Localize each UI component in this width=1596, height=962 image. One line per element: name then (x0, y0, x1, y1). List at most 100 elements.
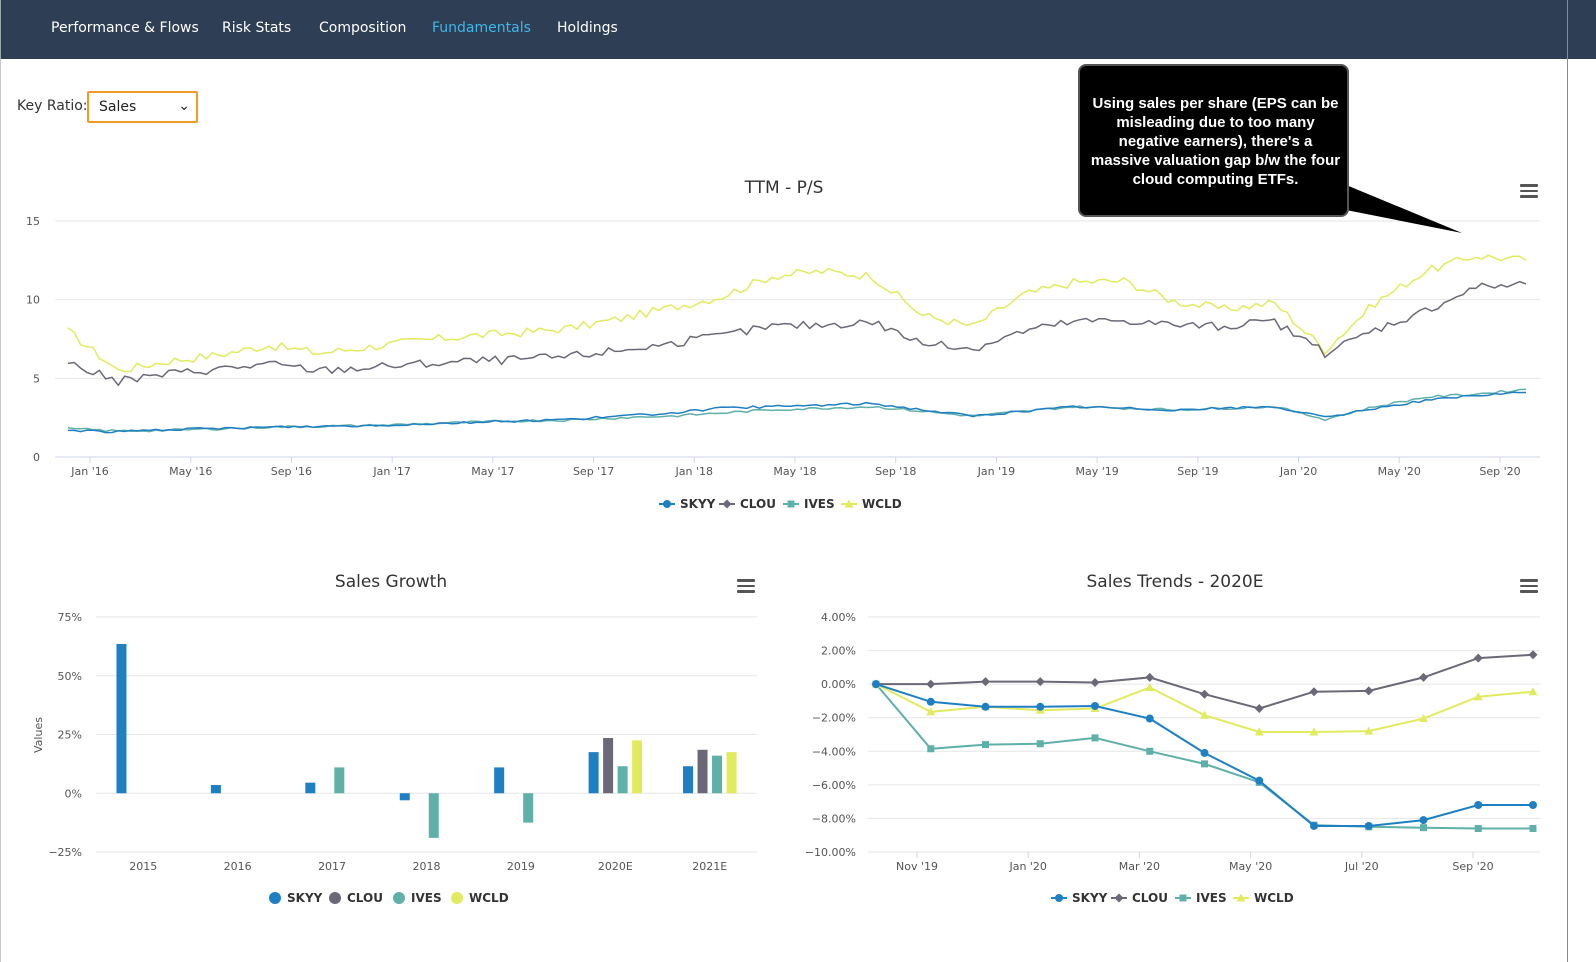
point-ives (1091, 734, 1099, 742)
callout-text: Using sales per share (EPS can be mislea… (1090, 95, 1341, 188)
y-tick-label: −10.00% (805, 846, 856, 859)
bar-skyy (210, 785, 221, 794)
point-ives (1036, 740, 1044, 748)
chevron-down-icon: ⌄ (178, 97, 190, 113)
nav-holdings[interactable]: Holdings (557, 20, 618, 36)
chart-title-sales-trends: Sales Trends - 2020E (1086, 572, 1264, 592)
x-tick-label: Jul '20 (1344, 860, 1379, 873)
y-tick-label: 4.00% (821, 611, 856, 624)
point-skyy (1200, 748, 1209, 757)
x-tick-label: Sep '16 (271, 465, 312, 478)
chart-menu-icon[interactable] (737, 579, 755, 593)
series-line-clou (67, 280, 1527, 387)
chart-menu-icon[interactable] (1520, 579, 1538, 593)
x-tick-label: May '16 (169, 465, 212, 478)
x-tick-label: May '19 (1076, 465, 1119, 478)
chart-menu-icon[interactable] (1520, 184, 1538, 198)
x-tick-label: Sep '19 (1177, 465, 1218, 478)
point-wcld (1364, 726, 1374, 735)
bar-ives (523, 793, 534, 823)
point-clou (1090, 677, 1100, 687)
point-skyy (1145, 714, 1154, 723)
x-tick-label: May '20 (1229, 860, 1272, 873)
point-ives (1146, 747, 1154, 755)
legend-label-skyy: SKYY (1072, 891, 1108, 905)
series-line-skyy (68, 391, 1527, 434)
point-skyy (1255, 776, 1264, 785)
point-skyy (872, 680, 880, 689)
point-clou (1145, 672, 1155, 682)
y-tick-label: −4.00% (812, 745, 856, 758)
bar-ives (712, 755, 723, 794)
legend-label-ives: IVES (411, 891, 442, 905)
annotation-callout: Using sales per share (EPS can be mislea… (1078, 64, 1349, 217)
point-clou (981, 677, 990, 687)
legend-marker-ives (787, 500, 795, 508)
point-skyy (1364, 821, 1373, 830)
point-skyy (926, 697, 935, 706)
frame-right-border (1567, 0, 1568, 962)
x-tick-label: 2021E (692, 860, 727, 873)
point-ives (1201, 760, 1208, 768)
point-wcld (1200, 710, 1209, 719)
legend-label-wcld: WCLD (862, 497, 902, 511)
point-ives (982, 741, 989, 749)
x-tick-label: Sep '18 (875, 465, 916, 478)
bar-skyy (683, 766, 694, 794)
legend-label-clou: CLOU (1132, 891, 1168, 905)
y-tick-label: 2.00% (821, 645, 856, 658)
x-tick-label: Sep '20 (1479, 465, 1520, 478)
bar-skyy (494, 767, 505, 794)
series-line-ives (67, 388, 1527, 433)
legend-label-skyy: SKYY (287, 891, 323, 905)
nav-performance-flows[interactable]: Performance & Flows (51, 20, 199, 36)
nav-composition[interactable]: Composition (319, 20, 407, 36)
point-skyy (1419, 816, 1428, 825)
legend-marker-ives (1179, 894, 1187, 902)
key-ratio-select[interactable]: Sales ⌄ (87, 91, 198, 123)
bar-ives (334, 767, 345, 794)
point-ives (1474, 825, 1482, 832)
x-tick-label: May '20 (1378, 465, 1421, 478)
x-tick-label: 2020E (598, 860, 633, 873)
point-skyy (981, 702, 990, 711)
key-ratio-selected-value: Sales (99, 99, 137, 115)
legend-marker-clou (1114, 893, 1124, 903)
x-tick-label: 2019 (507, 860, 535, 873)
series-line-clou (876, 653, 1534, 710)
x-tick-label: 2017 (318, 860, 346, 873)
point-wcld (1309, 727, 1319, 736)
point-ives (1420, 824, 1427, 832)
bar-skyy (588, 752, 599, 794)
x-tick-label: Jan '20 (1008, 860, 1046, 873)
bar-wcld (726, 752, 737, 794)
y-tick-label: 15 (26, 215, 40, 228)
bar-skyy (116, 644, 127, 794)
legend-marker-clou (722, 499, 732, 509)
y-tick-label: 50% (58, 670, 82, 683)
y-tick-label: 25% (58, 729, 82, 742)
x-tick-label: Jan '19 (977, 465, 1015, 478)
x-tick-label: 2018 (413, 860, 441, 873)
y-tick-label: 0.00% (821, 678, 856, 691)
point-clou (1364, 686, 1374, 696)
nav-risk-stats[interactable]: Risk Stats (222, 20, 292, 36)
point-wcld (1145, 683, 1155, 691)
bar-clou (697, 749, 708, 794)
bar-clou (603, 738, 614, 794)
legend-marker-clou (329, 892, 341, 904)
point-wcld (1254, 727, 1264, 736)
point-skyy (1036, 702, 1045, 711)
legend-marker-wcld (451, 892, 463, 904)
bar-ives (428, 793, 439, 838)
top-navigation: Performance & Flows Risk Stats Compositi… (0, 0, 1596, 59)
point-clou (1200, 689, 1209, 699)
key-ratio-label: Key Ratio: (17, 98, 88, 114)
x-tick-label: 2015 (129, 860, 157, 873)
y-tick-label: −6.00% (812, 779, 856, 792)
bar-wcld (632, 740, 643, 794)
y-tick-label: 5 (33, 372, 40, 385)
x-tick-label: Jan '18 (675, 465, 713, 478)
point-skyy (1091, 701, 1099, 710)
nav-fundamentals[interactable]: Fundamentals (432, 20, 531, 36)
